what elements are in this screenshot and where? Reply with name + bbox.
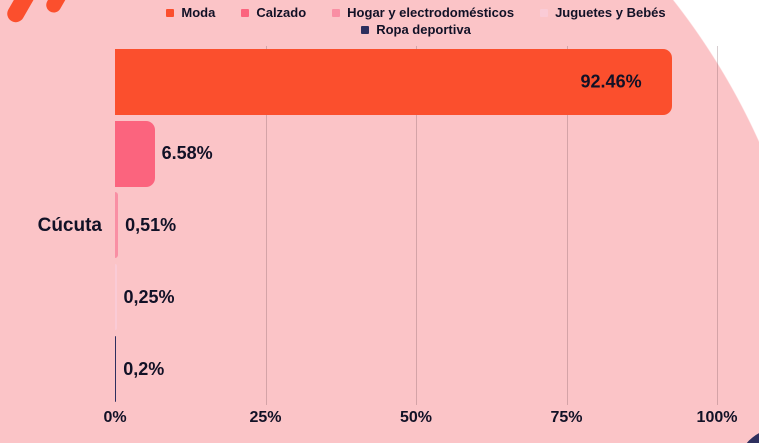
bar-Ropa deportiva	[115, 336, 117, 403]
bar-row-Moda: 92.46%	[115, 46, 717, 118]
legend-marker-icon	[540, 9, 549, 17]
bar-row-Juguetes y Bebés: 0,25%	[115, 261, 717, 333]
legend-label: Moda	[181, 5, 216, 20]
bar-row-Calzado: 6.58%	[115, 118, 717, 190]
bar-value-label: 92.46%	[580, 71, 642, 92]
bar-row-Hogar y electrodomésticos: 0,51%	[115, 190, 717, 262]
x-tick-label-100%: 100%	[696, 409, 738, 426]
x-axis-labels: 0% 25% 50% 75% 100%	[0, 409, 759, 431]
legend-label: Calzado	[256, 5, 307, 20]
legend-label: Juguetes y Bebés	[555, 5, 666, 20]
legend-label: Ropa deportiva	[376, 22, 471, 37]
x-tick-label-75%: 75%	[550, 409, 583, 426]
legend-item-Moda: Moda	[166, 5, 215, 21]
legend-item-Calzado: Calzado	[241, 5, 306, 21]
bar-Calzado	[115, 120, 155, 187]
x-tick-label-50%: 50%	[399, 409, 433, 426]
legend-marker-icon	[332, 9, 341, 17]
legend-item-Ropa deportiva: Ropa deportiva	[361, 22, 471, 38]
quote-mark-icon	[4, 0, 41, 26]
bar-Moda: 92.46%	[115, 48, 672, 115]
bar-value-label: 6.58%	[161, 143, 213, 164]
chart-legend: Moda Calzado Hogar y electrodomésticos Jugu…	[106, 5, 726, 38]
category-label: Cúcuta	[37, 214, 102, 236]
bar-row-Ropa deportiva: 0,2%	[115, 333, 717, 405]
bar-value-label: 0,25%	[123, 286, 175, 307]
plot-area: 92.46% 6.58% 0,51% 0,25% 0,2%	[115, 46, 718, 405]
legend-item-Juguetes y Bebés: Juguetes y Bebés	[540, 5, 666, 21]
legend-marker-icon	[166, 9, 175, 17]
quote-mark-icon	[43, 0, 76, 16]
x-tick-label-25%: 25%	[249, 409, 282, 426]
gridline-100%	[717, 46, 718, 405]
legend-marker-icon	[241, 9, 250, 17]
legend-marker-icon	[361, 26, 370, 34]
legend-label: Hogar y electrodomésticos	[347, 5, 515, 20]
bar-value-label: 0,51%	[125, 214, 177, 235]
bar-value-label: 0,2%	[123, 358, 165, 379]
legend-item-Hogar y electrodomésticos: Hogar y electrodomésticos	[332, 5, 514, 21]
bar-Hogar y electrodomésticos	[115, 192, 119, 259]
bar-Juguetes y Bebés	[115, 264, 117, 331]
x-tick-label-0%: 0%	[103, 409, 127, 426]
